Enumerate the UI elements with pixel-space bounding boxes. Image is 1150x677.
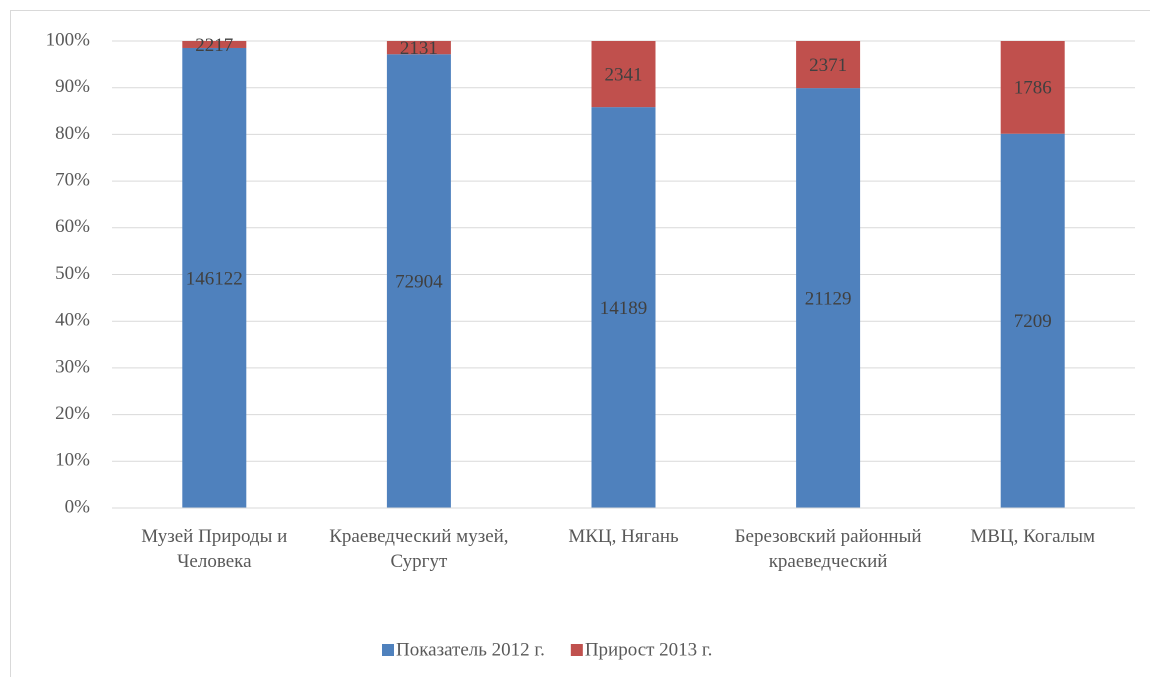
bar-segment [796,41,861,89]
y-tick-label: 80% [55,123,90,144]
bar-segment [182,41,247,48]
y-tick-label: 90% [55,76,90,97]
data-label: 2131 [400,38,438,59]
data-label: 1786 [1014,78,1052,99]
y-tick-label: 70% [55,169,90,190]
x-tick-label: Березовский районный краеведческий [734,526,922,572]
bar-segment [1000,133,1065,508]
y-tick-label: 100% [46,29,91,50]
y-tick-label: 30% [55,356,90,377]
data-label: 7209 [1014,311,1052,332]
bar-segment [386,54,451,508]
data-label: 146122 [186,268,243,289]
bar-segment [182,47,247,508]
x-tick-label: МВЦ, Когалым [970,526,1096,547]
legend-label: Прирост 2013 г. [585,639,713,660]
x-tick-label: Краеведческий музей, Сургут [329,526,509,572]
bar-segment [386,41,451,55]
data-label: 14189 [600,298,648,319]
bar-segment [1000,41,1065,134]
bar-segment [591,41,656,108]
y-tick-label: 0% [65,496,91,517]
x-tick-label: МКЦ, Нягань [568,526,679,547]
data-label: 2341 [605,64,643,85]
y-tick-label: 60% [55,216,90,237]
legend-swatch [570,644,583,656]
data-label: 2371 [809,55,847,76]
legend-swatch [382,644,394,656]
legend-label: Показатель 2012 г. [396,639,545,660]
chart-frame [10,10,1150,677]
data-label: 2217 [195,35,233,56]
y-tick-label: 40% [55,310,90,331]
y-tick-label: 50% [55,263,90,284]
data-label: 72904 [395,271,443,292]
y-tick-label: 20% [55,403,90,424]
y-tick-label: 10% [55,450,90,471]
data-label: 21129 [805,288,852,309]
x-tick-label: Музей Природы и Человека [141,526,288,572]
bar-segment [796,88,861,509]
bar-segment [591,107,656,508]
